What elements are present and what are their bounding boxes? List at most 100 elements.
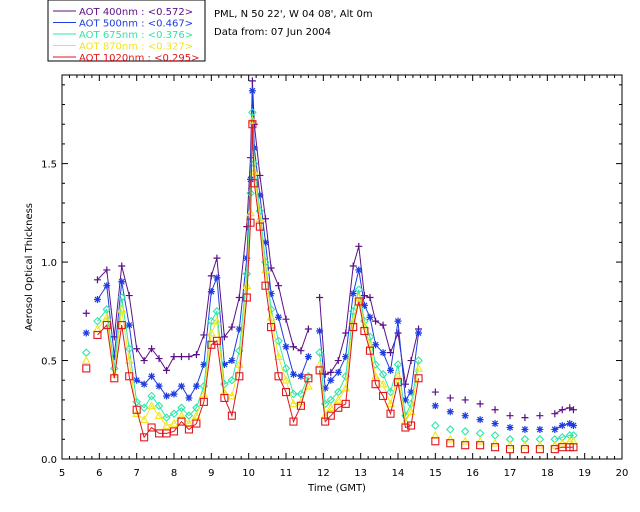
data-point: [535, 445, 544, 454]
data-point: [163, 392, 171, 400]
x-tick-label: 13: [354, 468, 367, 479]
data-point: [169, 418, 179, 427]
data-point: [431, 388, 439, 396]
data-point: [148, 345, 156, 353]
data-point: [155, 382, 163, 390]
data-point: [354, 297, 363, 306]
x-tick-label: 16: [466, 468, 479, 479]
data-point: [118, 262, 126, 270]
data-point: [93, 276, 101, 284]
data-point: [366, 294, 374, 302]
data-point: [255, 222, 264, 231]
data-point: [212, 316, 222, 325]
data-point: [491, 420, 499, 428]
data-point: [476, 416, 484, 424]
data-point: [184, 425, 193, 434]
data-point: [505, 445, 515, 454]
data-point: [566, 404, 574, 412]
data-point: [250, 144, 258, 152]
x-tick-label: 11: [280, 468, 293, 479]
data-point: [296, 401, 305, 410]
data-point: [163, 366, 171, 374]
data-point: [199, 389, 209, 398]
data-point: [281, 387, 291, 397]
data-point: [445, 434, 455, 443]
legend-box: [47, 0, 206, 62]
data-point: [393, 360, 403, 369]
data-point: [125, 372, 134, 381]
data-point: [162, 420, 171, 429]
data-point: [110, 374, 119, 383]
data-point: [387, 366, 395, 374]
data-point: [349, 290, 357, 298]
data-point: [476, 400, 484, 408]
x-axis-label: Time (GMT): [307, 483, 366, 494]
x-tick-label: 12: [317, 468, 330, 479]
data-point: [321, 417, 330, 426]
data-point: [520, 445, 529, 454]
data-point: [505, 440, 515, 449]
data-point: [227, 411, 236, 420]
legend-label: AOT 870nm : <0.327>: [79, 42, 193, 53]
data-point: [274, 372, 283, 381]
data-point: [431, 402, 439, 410]
y-tick-label: 1.5: [41, 160, 57, 171]
data-point: [246, 218, 255, 227]
data-point: [431, 437, 440, 446]
data-point: [103, 282, 111, 290]
x-tick-label: 9: [208, 468, 214, 479]
data-point: [242, 293, 251, 302]
legend-label: AOT 500nm : <0.467>: [79, 19, 193, 30]
data-point: [378, 379, 388, 388]
data-point: [177, 417, 186, 426]
data-point: [334, 357, 342, 365]
data-point: [393, 378, 403, 387]
data-point: [93, 330, 102, 339]
data-point: [327, 376, 335, 384]
data-point: [147, 401, 157, 410]
data-point: [535, 440, 545, 449]
data-point: [372, 341, 380, 349]
data-point: [177, 353, 185, 361]
data-point: [333, 395, 343, 404]
data-point: [378, 370, 388, 379]
data-point: [297, 347, 305, 355]
data-point: [185, 353, 193, 361]
data-point: [169, 427, 179, 436]
axes: 5 6 7 8 9 10 11 12 13 14 15 16 17 18 19 20 0.0 0.5 1.0 1.5: [41, 75, 628, 479]
data-point: [255, 214, 265, 223]
data-point: [315, 348, 324, 357]
data-point: [267, 323, 276, 332]
data-point: [401, 380, 409, 388]
data-point: [228, 357, 236, 365]
legend: AOT 400nm : <0.572>AOT 500nm : <0.467>AO…: [47, 0, 206, 64]
data-point: [213, 254, 221, 262]
data-point: [461, 396, 469, 404]
data-point: [431, 421, 440, 430]
data-point: [140, 357, 148, 365]
data-point: [327, 368, 335, 376]
data-point: [200, 360, 208, 368]
data-point: [360, 301, 368, 309]
data-point: [212, 336, 221, 345]
data-point: [304, 353, 312, 361]
data-point: [366, 313, 374, 321]
data-point: [394, 329, 402, 337]
y-tick-label: 0.0: [41, 455, 57, 466]
data-point: [125, 292, 133, 300]
chart-subtitle: Data from: 07 Jun 2004: [214, 27, 331, 38]
data-point: [102, 321, 111, 330]
data-point: [506, 423, 514, 431]
plot-frame: [61, 74, 623, 460]
data-point: [321, 384, 329, 392]
data-point: [491, 443, 500, 452]
data-point: [446, 439, 455, 448]
data-point: [185, 394, 193, 402]
data-point: [550, 440, 560, 449]
data-point: [460, 427, 470, 436]
x-tick-label: 5: [59, 468, 65, 479]
data-point: [386, 399, 395, 408]
data-point: [349, 262, 357, 270]
data-point: [289, 399, 298, 408]
